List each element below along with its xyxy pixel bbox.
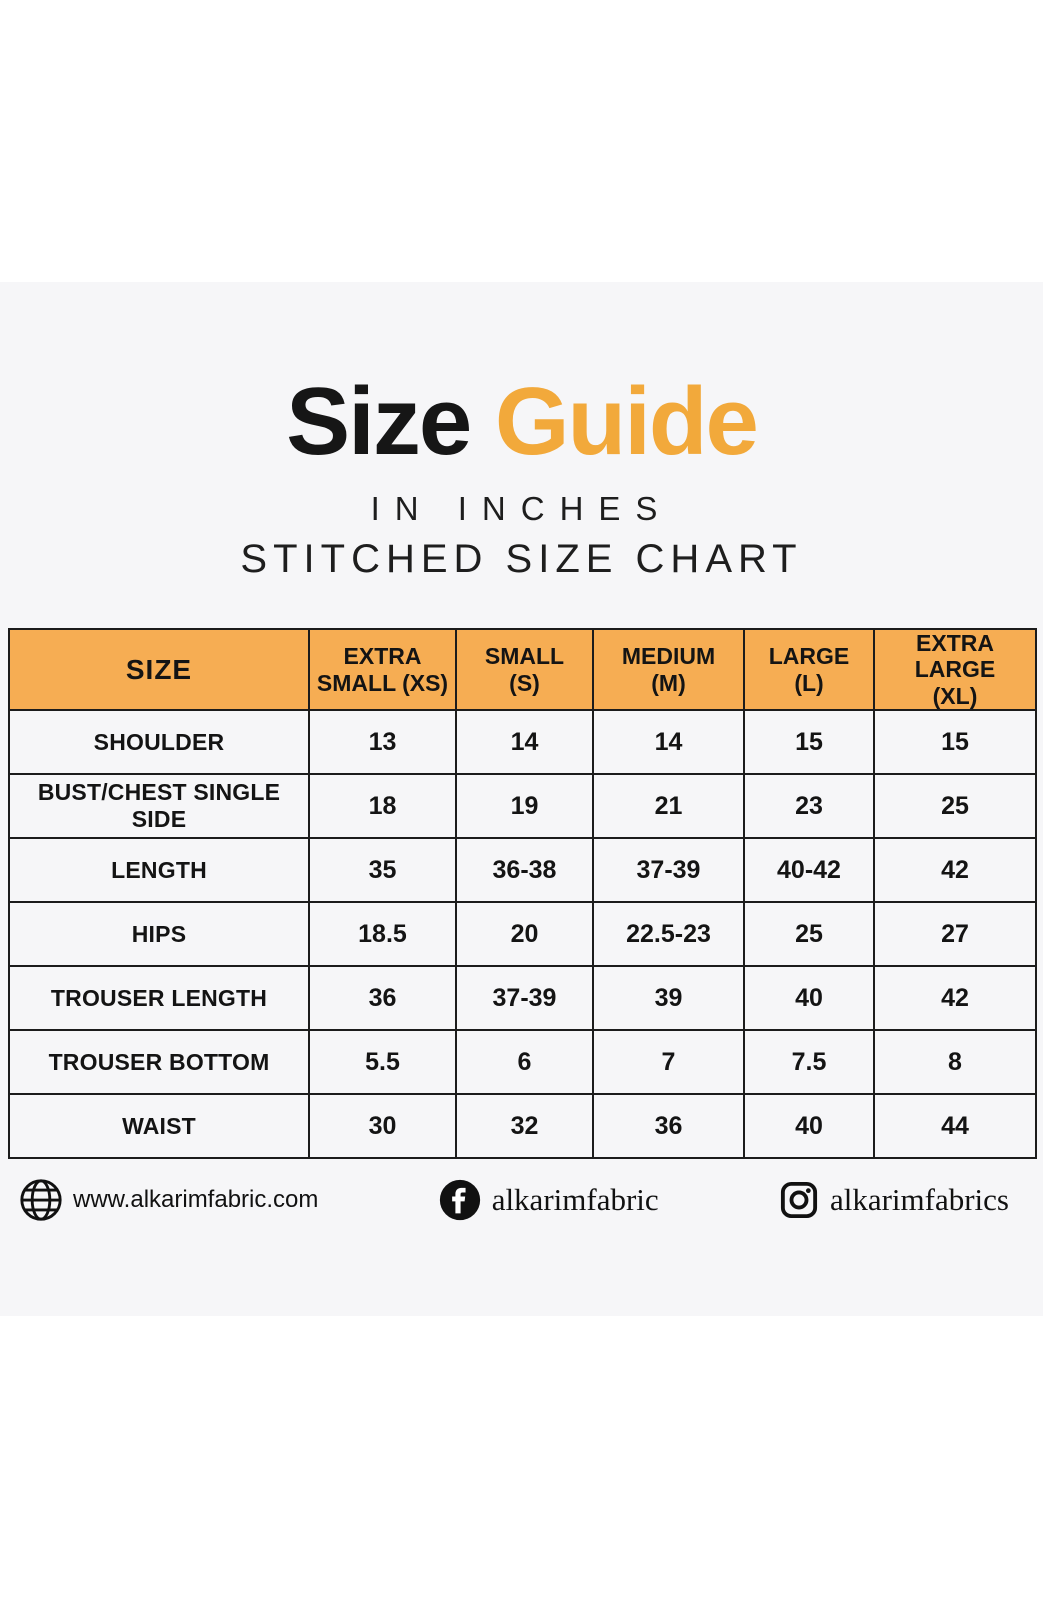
measurement-cell: 40 bbox=[743, 1093, 875, 1160]
instagram-link[interactable]: alkarimfabrics bbox=[777, 1178, 1009, 1222]
measurement-cell: 27 bbox=[873, 901, 1037, 968]
measurement-cell: 39 bbox=[592, 965, 745, 1032]
column-header: MEDIUM (M) bbox=[592, 627, 745, 712]
measurement-cell: 40 bbox=[743, 965, 875, 1032]
facebook-link[interactable]: alkarimfabric bbox=[437, 1177, 659, 1223]
measurement-cell: 36 bbox=[308, 965, 457, 1032]
table-row: BUST/CHEST SINGLE SIDE 18 19 21 23 25 bbox=[8, 773, 1037, 840]
table-row: LENGTH 35 36-38 37-39 40-42 42 bbox=[8, 837, 1037, 904]
measurement-cell: 19 bbox=[455, 773, 594, 840]
column-header: SMALL (S) bbox=[455, 627, 594, 712]
measurement-cell: 25 bbox=[743, 901, 875, 968]
column-header: EXTRA SMALL (XS) bbox=[308, 627, 457, 712]
column-header: EXTRA LARGE (XL) bbox=[873, 627, 1037, 712]
row-label: BUST/CHEST SINGLE SIDE bbox=[8, 773, 310, 840]
row-label: WAIST bbox=[8, 1093, 310, 1160]
measurement-cell: 36 bbox=[592, 1093, 745, 1160]
measurement-cell: 18.5 bbox=[308, 901, 457, 968]
size-chart-table: SIZE EXTRA SMALL (XS) SMALL (S) MEDIUM (M) L… bbox=[8, 627, 1037, 1160]
row-label: SHOULDER bbox=[8, 709, 310, 776]
row-label: LENGTH bbox=[8, 837, 310, 904]
measurement-cell: 35 bbox=[308, 837, 457, 904]
table-row: TROUSER LENGTH 36 37-39 39 40 42 bbox=[8, 965, 1037, 1032]
footer: www.alkarimfabric.com alkarimfabric bbox=[0, 1177, 1043, 1223]
measurement-cell: 14 bbox=[455, 709, 594, 776]
subtitle-stitched-size-chart: STITCHED SIZE CHART bbox=[240, 537, 803, 581]
table-row: HIPS 18.5 20 22.5-23 25 27 bbox=[8, 901, 1037, 968]
table-row: WAIST 30 32 36 40 44 bbox=[8, 1093, 1037, 1160]
measurement-cell: 5.5 bbox=[308, 1029, 457, 1096]
row-label: TROUSER BOTTOM bbox=[8, 1029, 310, 1096]
measurement-cell: 44 bbox=[873, 1093, 1037, 1160]
measurement-cell: 37-39 bbox=[455, 965, 594, 1032]
facebook-handle: alkarimfabric bbox=[491, 1182, 659, 1217]
table-row: TROUSER BOTTOM 5.5 6 7 7.5 8 bbox=[8, 1029, 1037, 1096]
measurement-cell: 7.5 bbox=[743, 1029, 875, 1096]
size-column-header: SIZE bbox=[8, 627, 310, 712]
measurement-cell: 8 bbox=[873, 1029, 1037, 1096]
facebook-icon bbox=[437, 1177, 483, 1223]
measurement-cell: 37-39 bbox=[592, 837, 745, 904]
measurement-cell: 36-38 bbox=[455, 837, 594, 904]
measurement-cell: 15 bbox=[743, 709, 875, 776]
measurement-cell: 14 bbox=[592, 709, 745, 776]
table-header-row: SIZE EXTRA SMALL (XS) SMALL (S) MEDIUM (M) L… bbox=[8, 627, 1037, 712]
measurement-cell: 18 bbox=[308, 773, 457, 840]
table-row: SHOULDER 13 14 14 15 15 bbox=[8, 709, 1037, 776]
website-link[interactable]: www.alkarimfabric.com bbox=[18, 1177, 318, 1223]
instagram-handle: alkarimfabrics bbox=[829, 1182, 1009, 1217]
measurement-cell: 21 bbox=[592, 773, 745, 840]
row-label: HIPS bbox=[8, 901, 310, 968]
title-word-size: Size bbox=[286, 368, 472, 475]
title-block: Size Guide IN INCHES STITCHED SIZE CHART bbox=[0, 374, 1043, 582]
measurement-cell: 6 bbox=[455, 1029, 594, 1096]
page-title: Size Guide bbox=[0, 374, 1043, 470]
measurement-cell: 20 bbox=[455, 901, 594, 968]
content-panel: Size Guide IN INCHES STITCHED SIZE CHART… bbox=[0, 282, 1043, 1316]
column-header: LARGE (L) bbox=[743, 627, 875, 712]
measurement-cell: 7 bbox=[592, 1029, 745, 1096]
measurement-cell: 13 bbox=[308, 709, 457, 776]
title-word-guide: Guide bbox=[494, 368, 759, 475]
subtitle-in-inches: IN INCHES bbox=[370, 490, 673, 527]
measurement-cell: 42 bbox=[873, 965, 1037, 1032]
table-body: SHOULDER 13 14 14 15 15 BUST/CHEST SINGLE SIDE… bbox=[8, 709, 1037, 1160]
measurement-cell: 32 bbox=[455, 1093, 594, 1160]
website-url: www.alkarimfabric.com bbox=[73, 1186, 319, 1213]
measurement-cell: 15 bbox=[873, 709, 1037, 776]
measurement-cell: 22.5-23 bbox=[592, 901, 745, 968]
measurement-cell: 40-42 bbox=[743, 837, 875, 904]
measurement-cell: 30 bbox=[308, 1093, 457, 1160]
measurement-cell: 25 bbox=[873, 773, 1037, 840]
row-label: TROUSER LENGTH bbox=[8, 965, 310, 1032]
globe-icon bbox=[18, 1177, 64, 1223]
measurement-cell: 23 bbox=[743, 773, 875, 840]
measurement-cell: 42 bbox=[873, 837, 1037, 904]
instagram-icon bbox=[777, 1178, 821, 1222]
table-header: SIZE EXTRA SMALL (XS) SMALL (S) MEDIUM (M) L… bbox=[8, 627, 1037, 712]
